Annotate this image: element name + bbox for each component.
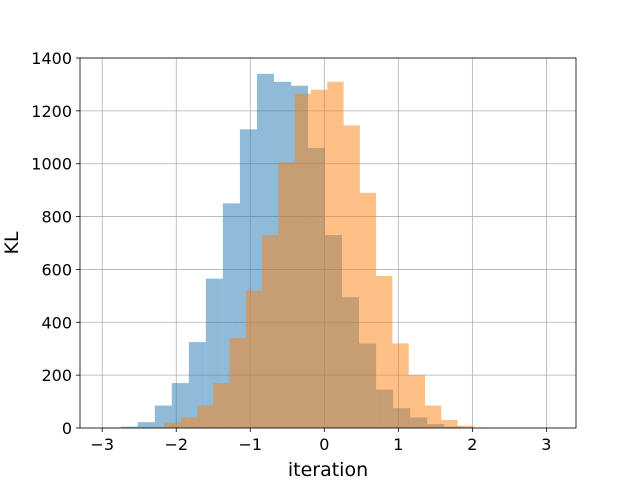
y-tick-label: 400 (41, 313, 72, 332)
y-axis: 0 200 400 600 800 1000 1200 1400 (31, 49, 80, 438)
histogram-bar-series-2 (262, 235, 279, 428)
histogram-bar-series-2 (294, 93, 311, 428)
histogram-bar-series-2 (343, 125, 360, 429)
histogram-bar-series-1 (137, 422, 155, 428)
histogram-bar-series-2 (245, 290, 263, 428)
y-tick-label: 1000 (31, 155, 72, 174)
histogram-bar-series-2 (392, 343, 409, 428)
histogram-bar-series-2 (441, 420, 458, 428)
x-tick-label: −3 (90, 435, 114, 454)
histogram-bar-series-2 (278, 162, 295, 428)
histogram-bar-series-2 (359, 192, 377, 428)
histogram-bar-series-1 (120, 426, 138, 428)
x-tick-label: 0 (319, 435, 329, 454)
y-tick-label: 600 (41, 260, 72, 279)
y-tick-label: 800 (41, 208, 72, 227)
x-tick-label: −2 (164, 435, 188, 454)
y-tick-label: 1400 (31, 49, 72, 68)
y-tick-label: 1200 (31, 102, 72, 121)
histogram-bar-series-2 (408, 375, 425, 428)
plot-frame (79, 57, 577, 429)
x-axis: −3 −2 −1 0 1 2 3 (90, 428, 551, 454)
histogram-bar-series-2 (196, 405, 214, 428)
histogram-bar-series-2 (310, 89, 328, 428)
y-axis-label: KL (1, 231, 23, 254)
histogram-bar-series-2 (327, 81, 344, 429)
histogram-bar-series-2 (457, 425, 474, 428)
histogram-bar-series-2 (180, 417, 197, 428)
histogram-bar-series-2 (164, 422, 181, 428)
x-tick-label: 1 (393, 435, 403, 454)
x-tick-label: 3 (541, 435, 551, 454)
y-tick-label: 200 (41, 366, 72, 385)
histogram-bar-series-1 (154, 405, 172, 428)
x-tick-label: 2 (467, 435, 477, 454)
x-tick-label: −1 (238, 435, 262, 454)
histogram-bar-series-2 (376, 276, 393, 428)
bars (103, 73, 491, 429)
x-axis-label: iteration (288, 459, 368, 480)
histogram-bar-series-2 (424, 405, 442, 428)
histogram-bar-series-2 (213, 383, 230, 428)
histogram-bar-series-2 (229, 338, 246, 428)
histogram-bar-series-1 (171, 383, 189, 428)
y-tick-label: 0 (62, 419, 72, 438)
